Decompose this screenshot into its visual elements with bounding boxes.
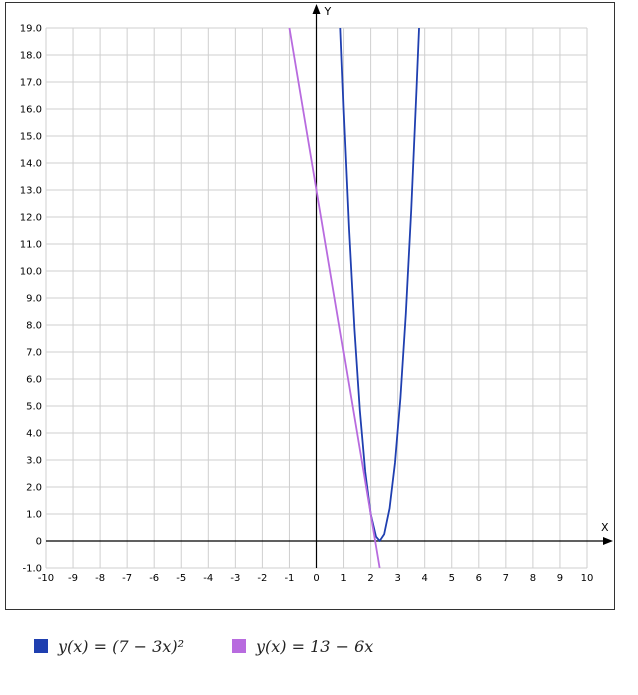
x-tick-label: 4 [422, 573, 428, 584]
x-tick-label: -6 [149, 573, 159, 584]
y-tick-label: 11.0 [20, 240, 42, 251]
x-tick-label: -1 [284, 573, 294, 584]
y-tick-label: -1.0 [22, 564, 42, 575]
y-tick-label: 2.0 [26, 483, 42, 494]
y-tick-label: 9.0 [26, 294, 42, 305]
legend-item-parabola: y(x) = (7 − 3x)² [34, 634, 184, 658]
x-tick-label: 1 [340, 573, 346, 584]
series-parabola-line [339, 28, 420, 542]
chart-frame: -10 -9 -8 -7 -6 -5 -4 -3 -2 -1 0 1 2 3 4 5 6 7 8 9 10 -1.0 0 1.… [5, 2, 615, 610]
y-tick-label: 5.0 [26, 402, 42, 413]
x-tick-label: -3 [230, 573, 240, 584]
y-tick-label: 16.0 [20, 105, 42, 116]
x-tick-label: 10 [581, 573, 594, 584]
y-tick-label: 18.0 [20, 51, 42, 62]
y-tick-label: 17.0 [20, 78, 42, 89]
x-axis-label: X [601, 521, 609, 534]
y-tick-label: 10.0 [20, 267, 42, 278]
x-tick-label: 3 [394, 573, 400, 584]
x-tick-label: -7 [122, 573, 132, 584]
y-tick-label: 4.0 [26, 429, 42, 440]
y-tick-label: 13.0 [20, 186, 42, 197]
legend: y(x) = (7 − 3x)² y(x) = 13 − 6x [34, 634, 614, 658]
y-tick-label: 1.0 [26, 510, 42, 521]
x-tick-label: -9 [68, 573, 78, 584]
y-tick-label: 14.0 [20, 159, 42, 170]
legend-item-line: y(x) = 13 − 6x [232, 634, 373, 658]
x-tick-label: 5 [449, 573, 455, 584]
x-axis-arrow [603, 537, 613, 545]
y-tick-label: 3.0 [26, 456, 42, 467]
x-tick-label: -5 [176, 573, 186, 584]
y-tick-label: 7.0 [26, 348, 42, 359]
x-tick-label: 6 [476, 573, 482, 584]
plot-area: -10 -9 -8 -7 -6 -5 -4 -3 -2 -1 0 1 2 3 4 5 6 7 8 9 10-1.001.… [20, 4, 613, 584]
series-linear-line [288, 28, 381, 568]
x-tick-label: 8 [530, 573, 536, 584]
y-tick-label: 8.0 [26, 321, 42, 332]
y-tick-label: 6.0 [26, 375, 42, 386]
legend-label-line: y(x) = 13 − 6x [256, 636, 374, 656]
x-tick-label: 0 [313, 573, 319, 584]
y-tick-label: 15.0 [20, 132, 42, 143]
x-tick-label: -8 [95, 573, 105, 584]
x-tick-label: -10 [38, 573, 54, 584]
x-tick-label: -4 [203, 573, 213, 584]
y-axis-arrow [312, 4, 321, 14]
legend-label-parabola: y(x) = (7 − 3x)² [58, 636, 184, 656]
y-tick-label: 19.0 [20, 24, 42, 35]
x-tick-label: -2 [257, 573, 267, 584]
y-tick-label: 0 [36, 537, 42, 548]
legend-swatch-parabola [34, 639, 48, 653]
legend-swatch-line [232, 639, 246, 653]
x-tick-label: 7 [503, 573, 509, 584]
y-axis-label: Y [324, 5, 332, 18]
x-tick-label: 9 [557, 573, 563, 584]
y-tick-label: 12.0 [20, 213, 42, 224]
x-tick-label: 2 [367, 573, 373, 584]
